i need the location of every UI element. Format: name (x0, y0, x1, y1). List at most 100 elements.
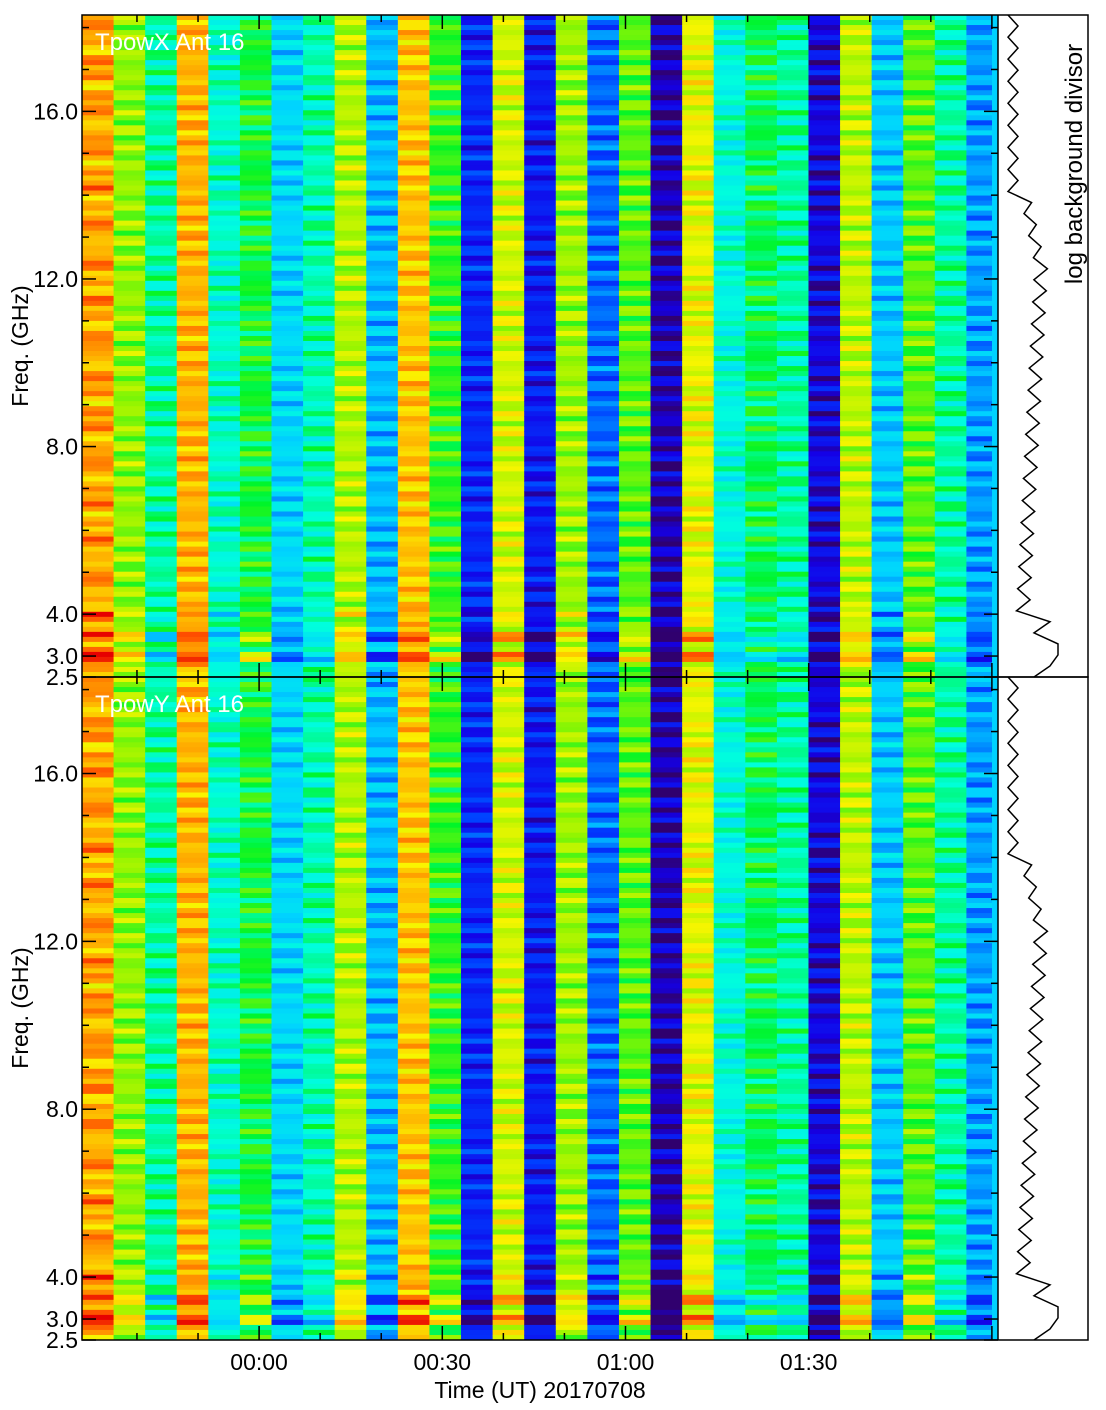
heatmap-cell (366, 381, 399, 387)
heatmap-cell (303, 1103, 336, 1110)
heatmap-cell (145, 1129, 178, 1135)
heatmap-cell (840, 601, 873, 608)
heatmap-cell (82, 426, 115, 432)
heatmap-cell (208, 697, 241, 703)
heatmap-cell (650, 240, 683, 247)
heatmap-cell (239, 913, 273, 919)
heatmap-cell (271, 401, 304, 407)
heatmap-cell (745, 476, 778, 483)
heatmap-cell (366, 240, 399, 247)
heatmap-cell (966, 466, 998, 472)
heatmap-cell (934, 275, 968, 282)
heatmap-cell (555, 30, 588, 36)
heatmap-cell (208, 857, 241, 864)
heatmap-cell (397, 15, 431, 21)
heatmap-cell (397, 526, 431, 533)
heatmap-cell (966, 295, 998, 302)
heatmap-cell (366, 35, 399, 41)
heatmap-cell (682, 310, 715, 317)
heatmap-cell (745, 596, 778, 603)
heatmap-cell (555, 346, 588, 352)
heatmap-cell (397, 631, 431, 638)
heatmap-cell (82, 842, 115, 849)
heatmap-cell (397, 120, 431, 126)
heatmap-cell (903, 115, 936, 121)
heatmap-cell (650, 421, 683, 427)
heatmap-cell (934, 280, 968, 287)
heatmap-cell (82, 1314, 115, 1321)
heatmap-cell (840, 636, 873, 643)
heatmap-cell (650, 90, 683, 96)
heatmap-cell (82, 1254, 115, 1261)
heatmap-cell (461, 636, 494, 643)
heatmap-cell (271, 1063, 304, 1070)
heatmap-cell (303, 1284, 336, 1291)
heatmap-cell (303, 702, 336, 708)
heatmap-cell (176, 621, 209, 628)
heatmap-cell (618, 290, 652, 297)
heatmap-cell (966, 140, 998, 146)
heatmap-cell (903, 566, 936, 573)
heatmap-cell (745, 255, 778, 262)
heatmap-cell (145, 45, 178, 51)
heatmap-cell (208, 903, 241, 909)
heatmap-cell (429, 356, 462, 362)
heatmap-cell (176, 576, 209, 583)
heatmap-cell (208, 993, 241, 1000)
heatmap-cell (303, 1209, 336, 1216)
heatmap-cell (555, 260, 588, 267)
heatmap-cell (334, 817, 367, 824)
heatmap-cell (176, 75, 209, 81)
heatmap-cell (113, 401, 146, 407)
heatmap-cell (934, 366, 968, 372)
heatmap-cell (903, 285, 936, 292)
heatmap-cell (271, 1028, 304, 1035)
heatmap-cell (776, 616, 810, 623)
heatmap-cell (808, 471, 841, 477)
heatmap-cell (208, 330, 241, 337)
heatmap-cell (555, 285, 588, 292)
heatmap-cell (208, 1274, 241, 1281)
heatmap-cell (145, 250, 178, 257)
heatmap-cell (682, 280, 715, 287)
heatmap-cell (776, 446, 810, 452)
heatmap-cell (397, 95, 431, 101)
heatmap-cell (871, 170, 904, 177)
heatmap-cell (113, 90, 146, 96)
heatmap-cell (555, 50, 588, 56)
heatmap-cell (208, 1239, 241, 1246)
heatmap-cell (682, 305, 715, 312)
heatmap-cell (808, 526, 841, 533)
heatmap-cell (303, 953, 336, 959)
heatmap-cell (776, 95, 810, 101)
heatmap-cell (555, 205, 588, 212)
heatmap-cell (555, 95, 588, 101)
heatmap-cell (82, 461, 115, 467)
heatmap-cell (587, 501, 620, 508)
heatmap-cell (555, 90, 588, 96)
heatmap-cell (113, 70, 146, 76)
heatmap-cell (145, 391, 178, 397)
heatmap-cell (239, 140, 273, 146)
heatmap-cell (176, 983, 209, 990)
heatmap-cell (239, 1289, 273, 1296)
heatmap-cell (650, 310, 683, 317)
heatmap-cell (82, 928, 115, 934)
heatmap-cell (587, 536, 620, 543)
heatmap-cell (555, 416, 588, 422)
heatmap-cell (840, 20, 873, 26)
heatmap-cell (397, 290, 431, 297)
heatmap-cell (934, 611, 968, 618)
heatmap-cell (271, 255, 304, 262)
heatmap-cell (713, 611, 746, 618)
heatmap-cell (113, 15, 146, 21)
heatmap-cell (334, 220, 367, 227)
heatmap-cell (524, 546, 557, 553)
heatmap-cell (303, 1088, 336, 1095)
heatmap-cell (461, 195, 494, 202)
heatmap-cell (82, 1018, 115, 1025)
heatmap-cell (840, 160, 873, 167)
heatmap-cell (113, 1314, 146, 1321)
heatmap-cell (871, 100, 904, 106)
heatmap-cell (334, 1179, 367, 1185)
